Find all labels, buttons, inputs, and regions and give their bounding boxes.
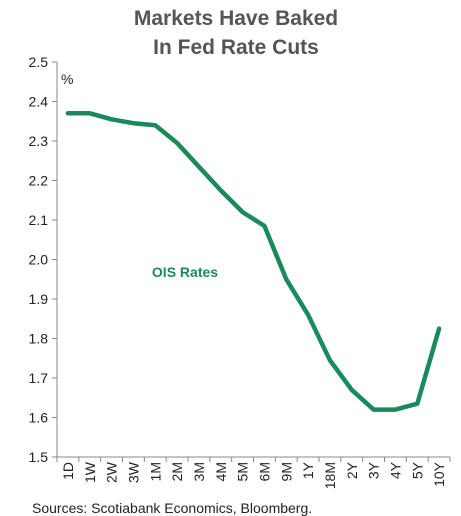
x-tick-labels: 1D 1W 2W 3W 1M 2M 3M 4M 5M 6M 9M 1Y 18M 2Y 3Y 4Y 5Y 10Y (56, 457, 451, 489)
x-tick-label: 10Y (431, 461, 447, 487)
x-tick-label: 5Y (409, 461, 425, 479)
chart-title-line-2: In Fed Rate Cuts (153, 36, 319, 59)
y-tick-label: 2.2 (29, 173, 49, 189)
y-tick-label: 1.8 (29, 331, 49, 347)
unit-label: % (61, 71, 73, 87)
x-tick-label: 2Y (344, 461, 360, 479)
y-tick-label: 2.1 (29, 212, 49, 228)
series-label-ois-rates: OIS Rates (152, 264, 218, 280)
x-tick-label: 18M (322, 462, 338, 489)
chart-title-line-1: Markets Have Baked (134, 7, 338, 30)
y-tick-label: 1.5 (29, 449, 49, 465)
x-tick-label: 3W (125, 461, 141, 483)
y-tick-label: 2.0 (29, 252, 49, 268)
x-tick-label: 1D (60, 462, 76, 480)
x-tick-label: 3Y (366, 461, 382, 479)
y-tick-label: 2.3 (29, 133, 49, 149)
y-tick-label: 1.7 (29, 370, 49, 386)
x-tick-label: 2W (104, 461, 120, 483)
x-tick-label: 1W (82, 461, 98, 483)
y-tick-label: 1.6 (29, 410, 49, 426)
y-tick-label: 1.9 (29, 291, 49, 307)
x-tick-label: 2M (169, 462, 185, 481)
x-tick-label: 6M (256, 462, 272, 481)
x-tick-label: 4Y (387, 461, 403, 479)
y-tick-label: 2.5 (29, 54, 49, 70)
y-tick-labels: 2.5 2.4 2.3 2.2 2.1 2.0 1.9 1.8 1.7 1.6 1.5 (29, 54, 57, 465)
x-tick-label: 5M (235, 462, 251, 481)
x-tick-label: 3M (191, 462, 207, 481)
x-tick-label: 1M (147, 462, 163, 481)
x-tick-label: 9M (278, 462, 294, 481)
source-note: Sources: Scotiabank Economics, Bloomberg… (32, 500, 312, 516)
x-tick-label: 4M (213, 462, 229, 481)
series-line-ois-rates (65, 111, 442, 412)
y-tick-label: 2.4 (29, 94, 49, 110)
x-tick-label: 1Y (300, 461, 316, 479)
